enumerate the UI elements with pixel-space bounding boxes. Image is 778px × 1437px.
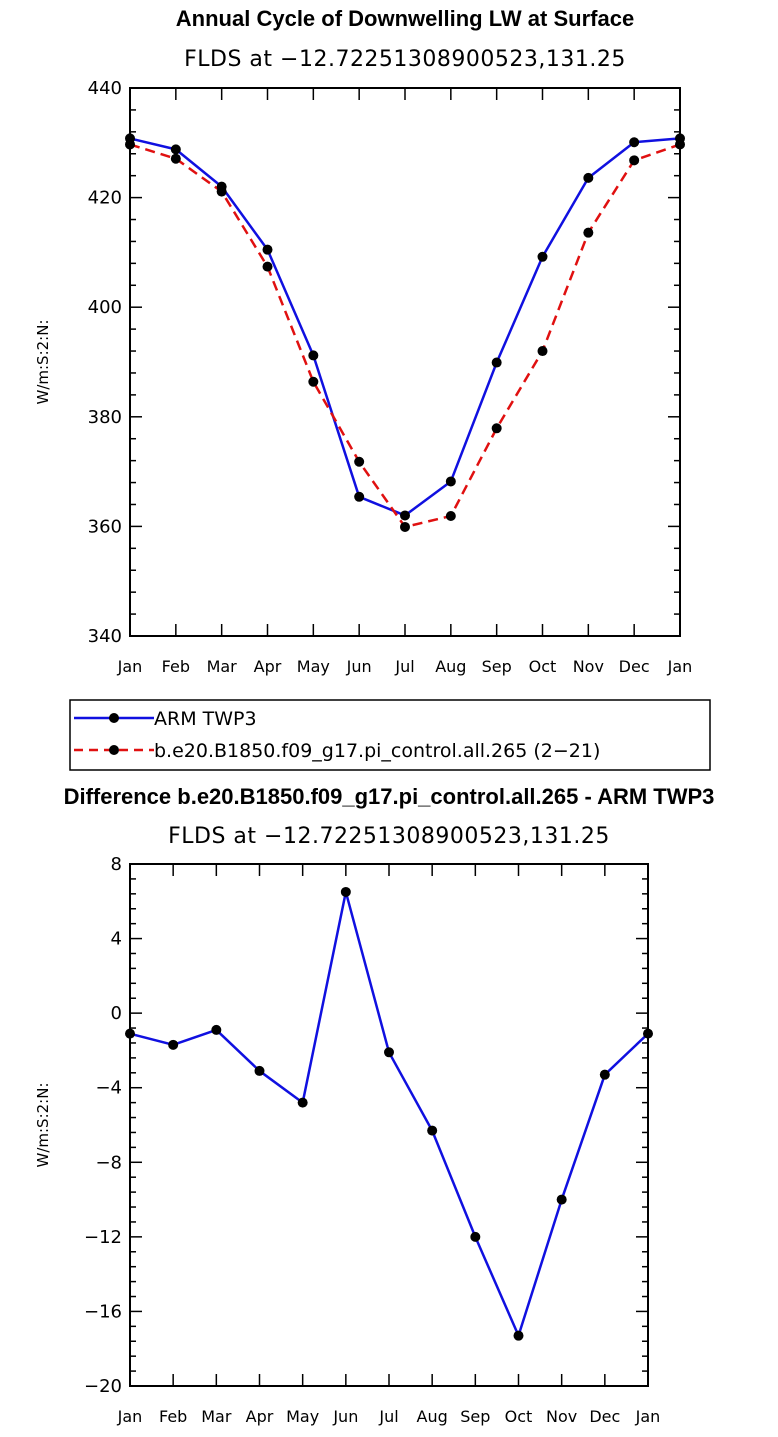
x-tick-label: Jun bbox=[346, 657, 372, 676]
x-tick-label: Nov bbox=[546, 1407, 577, 1426]
legend-label-arm: ARM TWP3 bbox=[154, 708, 257, 730]
data-point bbox=[254, 1065, 265, 1076]
data-point bbox=[675, 139, 685, 150]
data-point bbox=[308, 376, 319, 387]
data-point bbox=[537, 346, 548, 357]
y-tick-label: 340 bbox=[88, 626, 122, 647]
y-tick-label: 0 bbox=[111, 1003, 122, 1024]
data-point bbox=[513, 1330, 524, 1341]
x-tick-label: Apr bbox=[254, 657, 282, 676]
x-tick-label: Jan bbox=[667, 657, 693, 676]
data-point bbox=[168, 1039, 179, 1050]
series-line bbox=[129, 137, 681, 517]
x-tick-label: Jul bbox=[394, 657, 414, 676]
data-point bbox=[354, 491, 365, 502]
series-group bbox=[125, 886, 653, 1341]
data-point bbox=[491, 357, 502, 368]
data-point bbox=[211, 1024, 222, 1035]
y-axis-label: W/m:S:2:N: bbox=[34, 1083, 52, 1168]
chart-bottom: Difference b.e20.B1850.f09_g17.pi_contro… bbox=[34, 784, 714, 1426]
y-tick-label: 360 bbox=[88, 516, 122, 537]
data-point bbox=[427, 1125, 438, 1136]
x-tick-label: Mar bbox=[207, 657, 238, 676]
chart-subtitle: FLDS at −12.72251308900523,131.25 bbox=[184, 47, 626, 72]
x-tick-label: May bbox=[297, 657, 330, 676]
x-tick-label: Nov bbox=[573, 657, 604, 676]
data-point bbox=[170, 144, 181, 155]
y-tick-label: −8 bbox=[95, 1152, 122, 1173]
data-point bbox=[384, 1047, 394, 1058]
y-tick-label: −20 bbox=[84, 1376, 122, 1397]
legend-marker-arm bbox=[109, 713, 119, 723]
chart-subtitle: FLDS at −12.72251308900523,131.25 bbox=[168, 824, 610, 849]
data-point bbox=[262, 244, 273, 255]
x-tick-label: Jan bbox=[117, 1407, 143, 1426]
y-tick-label: −4 bbox=[95, 1078, 122, 1099]
y-tick-label: 400 bbox=[88, 297, 122, 318]
data-point bbox=[297, 1097, 308, 1108]
x-tick-label: Jul bbox=[378, 1407, 398, 1426]
legend-box bbox=[69, 699, 711, 771]
x-tick-label: Sep bbox=[482, 657, 512, 676]
data-point bbox=[629, 137, 640, 148]
data-point bbox=[340, 886, 351, 897]
x-tick-label: Jun bbox=[332, 1407, 358, 1426]
x-tick-label: Jan bbox=[117, 657, 143, 676]
data-point bbox=[491, 423, 502, 434]
series-line bbox=[129, 890, 649, 1337]
chart-top: Annual Cycle of Downwelling LW at Surfac… bbox=[34, 6, 711, 771]
data-point bbox=[308, 350, 319, 361]
data-point bbox=[583, 172, 594, 183]
data-point bbox=[599, 1069, 610, 1080]
x-tick-label: May bbox=[286, 1407, 319, 1426]
chart-title: Annual Cycle of Downwelling LW at Surfac… bbox=[176, 6, 634, 31]
x-tick-label: Feb bbox=[159, 1407, 187, 1426]
chart-title: Difference b.e20.B1850.f09_g17.pi_contro… bbox=[64, 784, 715, 809]
data-point bbox=[445, 476, 456, 487]
x-tick-label: Jan bbox=[635, 1407, 661, 1426]
y-axis-label: W/m:S:2:N: bbox=[34, 320, 52, 405]
data-point bbox=[216, 186, 227, 197]
x-tick-label: Apr bbox=[246, 1407, 274, 1426]
x-tick-label: Dec bbox=[589, 1407, 620, 1426]
data-point bbox=[556, 1194, 567, 1205]
y-tick-label: −16 bbox=[84, 1301, 122, 1322]
y-tick-label: 8 bbox=[111, 854, 122, 875]
data-point bbox=[470, 1231, 481, 1242]
data-point bbox=[445, 510, 456, 521]
data-point bbox=[537, 251, 548, 262]
series-line bbox=[129, 143, 681, 529]
y-tick-label: 4 bbox=[111, 929, 122, 950]
y-tick-label: 380 bbox=[88, 407, 122, 428]
x-tick-label: Aug bbox=[435, 657, 466, 676]
legend: ARM TWP3 b.e20.B1850.f09_g17.pi_control.… bbox=[69, 699, 711, 771]
x-tick-label: Sep bbox=[460, 1407, 490, 1426]
axis-ticks: Jan Feb Mar Apr May Jun Jul Aug Sep Oct Nov Dec Jan −… bbox=[84, 854, 660, 1426]
y-tick-label: 420 bbox=[88, 188, 122, 209]
data-point bbox=[262, 261, 273, 272]
data-point bbox=[125, 139, 135, 150]
y-tick-label: 440 bbox=[88, 78, 122, 99]
plot-frame bbox=[129, 863, 649, 1387]
x-tick-label: Aug bbox=[417, 1407, 448, 1426]
x-tick-label: Mar bbox=[201, 1407, 232, 1426]
data-point bbox=[170, 153, 181, 164]
y-tick-label: −12 bbox=[84, 1227, 122, 1248]
data-point bbox=[583, 227, 594, 238]
data-point bbox=[354, 456, 365, 467]
data-point bbox=[125, 1028, 135, 1039]
series-group bbox=[125, 133, 685, 532]
data-point bbox=[400, 521, 410, 532]
legend-label-model: b.e20.B1850.f09_g17.pi_control.all.265 (… bbox=[154, 740, 600, 762]
data-point bbox=[400, 510, 410, 521]
data-point bbox=[629, 155, 640, 166]
x-tick-label: Dec bbox=[619, 657, 650, 676]
data-point bbox=[643, 1028, 653, 1039]
axis-ticks: Jan Feb Mar Apr May Jun Jul Aug Sep Oct Nov Dec Jan 3… bbox=[88, 78, 693, 676]
legend-marker-model bbox=[109, 745, 119, 755]
x-tick-label: Oct bbox=[505, 1407, 533, 1426]
x-tick-label: Oct bbox=[529, 657, 557, 676]
x-tick-label: Feb bbox=[162, 657, 190, 676]
